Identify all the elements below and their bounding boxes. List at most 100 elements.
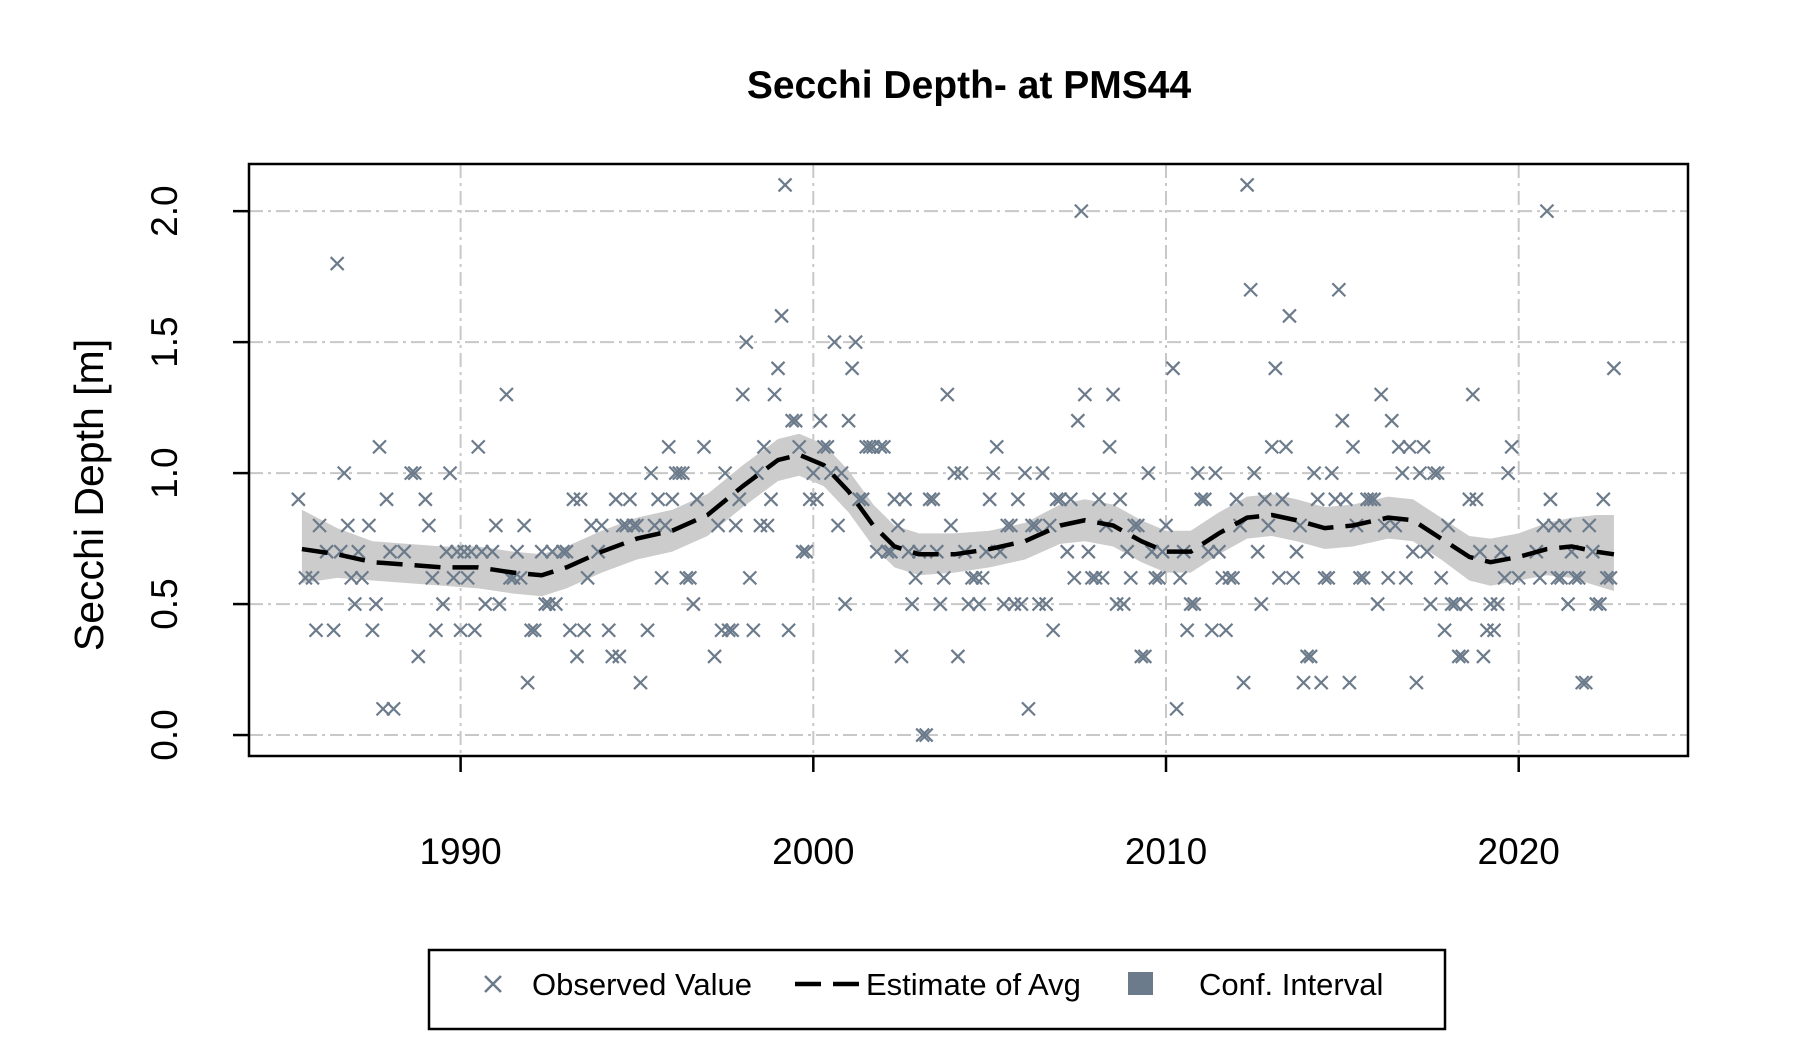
observed-point xyxy=(1536,518,1551,533)
observed-point xyxy=(954,465,969,481)
observed-point xyxy=(1402,439,1417,455)
observed-point xyxy=(1204,622,1220,638)
observed-point xyxy=(682,570,698,586)
observed-point xyxy=(982,492,997,507)
x-tick-label: 1990 xyxy=(419,831,501,872)
observed-point xyxy=(1416,439,1431,455)
observed-point xyxy=(985,465,1001,481)
observed-point xyxy=(354,570,370,586)
y-tick-label: 1.0 xyxy=(144,447,185,498)
observed-point xyxy=(1380,570,1396,586)
observed-point xyxy=(940,387,955,402)
observed-point xyxy=(442,465,458,481)
observed-point xyxy=(1091,492,1107,507)
observed-point xyxy=(1479,622,1495,638)
observed-point xyxy=(1239,177,1255,193)
observed-point xyxy=(576,622,592,638)
observed-point xyxy=(403,465,419,481)
legend-box xyxy=(427,948,1447,1031)
observed-point xyxy=(1303,649,1318,664)
observed-point xyxy=(894,649,909,664)
observed-point xyxy=(1194,492,1209,507)
observed-point xyxy=(485,544,500,559)
observed-point xyxy=(513,570,528,586)
observed-point xyxy=(365,622,380,638)
observed-point xyxy=(344,570,359,586)
observed-point xyxy=(520,675,535,690)
observed-point xyxy=(746,622,761,638)
observed-point xyxy=(1151,570,1167,586)
observed-point xyxy=(1356,570,1371,586)
observed-point xyxy=(492,596,507,612)
observed-point xyxy=(1021,701,1036,717)
observed-point xyxy=(880,544,895,559)
x-tick-label: 2020 xyxy=(1478,831,1560,872)
observed-point xyxy=(1342,675,1357,690)
observed-point xyxy=(537,596,553,612)
observed-point xyxy=(509,544,525,559)
observed-point xyxy=(629,518,645,533)
estimate-line xyxy=(301,452,1615,578)
observed-point xyxy=(717,465,733,481)
observed-point xyxy=(453,622,468,638)
observed-point xyxy=(534,544,550,559)
observed-point xyxy=(1338,492,1354,507)
observed-point xyxy=(1363,492,1378,507)
observed-point xyxy=(336,465,352,481)
observed-point xyxy=(1215,570,1230,586)
observed-point xyxy=(1169,701,1184,717)
observed-point xyxy=(1155,544,1170,559)
legend: Observed Value Estimate of Avg Conf. Inter… xyxy=(427,948,1447,1031)
observed-point xyxy=(1423,596,1438,612)
observed-point xyxy=(661,439,676,455)
observed-point xyxy=(1084,570,1100,586)
observed-point xyxy=(1003,518,1019,533)
observed-point xyxy=(1599,570,1615,586)
observed-point xyxy=(647,518,662,533)
observed-point xyxy=(612,649,627,664)
observed-point xyxy=(1102,439,1117,455)
observed-point xyxy=(710,518,726,533)
observed-point xyxy=(767,387,782,402)
observed-point xyxy=(858,439,874,455)
observed-point xyxy=(816,439,832,455)
legend-label-interval: Conf. Interval xyxy=(1199,967,1383,1002)
observed-point xyxy=(1285,570,1301,586)
observed-point xyxy=(1000,518,1015,533)
observed-point xyxy=(820,439,835,455)
observed-point xyxy=(545,544,560,559)
observed-point xyxy=(707,649,722,664)
observed-point xyxy=(1218,622,1234,638)
observed-point xyxy=(809,492,825,507)
observed-point xyxy=(1211,544,1227,559)
observed-point xyxy=(813,413,828,428)
observed-point xyxy=(1560,596,1576,612)
observed-point xyxy=(622,492,638,507)
observed-point xyxy=(1299,649,1315,664)
observed-point xyxy=(1571,570,1586,586)
observed-point xyxy=(633,675,648,690)
observed-point xyxy=(851,492,867,507)
observed-point xyxy=(467,622,483,638)
observed-point xyxy=(1472,544,1488,559)
observed-point xyxy=(1014,596,1029,612)
observed-point xyxy=(1430,465,1445,481)
observed-point xyxy=(326,622,341,638)
observed-point xyxy=(435,596,451,612)
observed-point xyxy=(1490,596,1505,612)
observed-point xyxy=(1581,518,1597,533)
observed-point xyxy=(918,727,934,743)
observed-point xyxy=(516,518,532,533)
observed-point xyxy=(1236,675,1251,690)
observed-point xyxy=(1158,518,1174,533)
observed-point xyxy=(1412,465,1428,481)
observed-point xyxy=(619,518,634,533)
observed-point xyxy=(654,570,669,586)
observed-point xyxy=(922,492,937,507)
observed-point xyxy=(1190,465,1206,481)
observed-point xyxy=(1574,675,1590,690)
observed-point xyxy=(1433,570,1449,586)
observed-points xyxy=(291,177,1622,743)
observed-point xyxy=(361,518,377,533)
